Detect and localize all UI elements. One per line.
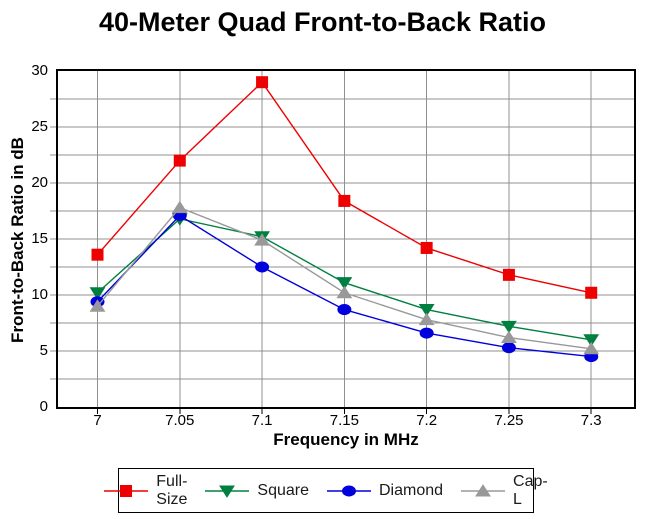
y-tick-label: 15	[31, 230, 48, 247]
chart-title: 40-Meter Quad Front-to-Back Ratio	[98, 7, 547, 37]
square-marker-glyph	[219, 485, 236, 498]
legend-item-cap-l: Cap-L	[461, 473, 548, 509]
marker-cap-l	[583, 341, 600, 355]
marker-cap-l	[89, 299, 106, 312]
legend-item-square: Square	[205, 482, 309, 500]
plot-canvas	[50, 71, 634, 414]
y-tick-label: 20	[31, 174, 48, 191]
marker-cap-l	[171, 200, 188, 214]
plot-area	[50, 69, 636, 414]
marker-square	[583, 334, 600, 347]
marker-cap-l	[254, 233, 270, 246]
legend-label: Square	[257, 481, 309, 499]
legend-label: Cap-L	[513, 472, 548, 508]
x-tick-label: 7.2	[416, 412, 438, 429]
y-tick-label: 5	[39, 342, 48, 359]
y-tick-label: 25	[31, 118, 48, 135]
diamond-marker-icon	[327, 485, 371, 496]
marker-full-size	[338, 194, 351, 207]
marker-square	[336, 277, 353, 290]
marker-diamond	[419, 327, 434, 339]
y-tick-label: 0	[39, 398, 48, 415]
legend-item-diamond: Diamond	[327, 482, 443, 500]
marker-full-size	[173, 154, 186, 167]
cap-l-marker-icon	[461, 483, 506, 496]
full-size-marker-icon	[104, 484, 149, 497]
legend-item-full-size: Full-Size	[104, 473, 187, 509]
series-cap-l	[89, 200, 600, 355]
x-tick-label: 7.15	[329, 412, 359, 429]
diamond-marker-glyph	[342, 485, 356, 496]
y-tick-label: 10	[31, 286, 48, 303]
legend-label: Diamond	[379, 481, 444, 499]
x-tick-label: 7.3	[580, 412, 602, 429]
cap-l-marker-glyph	[475, 483, 491, 496]
marker-full-size	[502, 268, 515, 281]
marker-full-size	[91, 248, 104, 261]
marker-diamond	[501, 342, 516, 354]
marker-full-size	[585, 286, 598, 299]
square-marker-icon	[205, 485, 250, 498]
x-tick-label: 7	[93, 412, 102, 429]
marker-diamond	[337, 304, 352, 316]
legend-label: Full-Size	[156, 472, 188, 508]
series-full-size	[91, 76, 598, 299]
marker-cap-l	[336, 285, 353, 299]
marker-full-size	[420, 241, 433, 254]
x-tick-label: 7.1	[251, 412, 273, 429]
y-tick-label: 30	[31, 62, 48, 79]
marker-diamond	[255, 261, 270, 273]
marker-full-size	[256, 76, 269, 89]
legend: Full-Size Square Diamond Cap-L	[104, 468, 548, 513]
marker-cap-l	[501, 330, 517, 344]
marker-square	[418, 304, 435, 317]
full-size-marker-glyph	[120, 484, 133, 497]
x-tick-label: 7.05	[165, 412, 195, 429]
marker-square	[501, 320, 517, 334]
x-axis-title: Frequency in MHz	[273, 430, 419, 449]
marker-square	[89, 287, 106, 300]
x-tick-label: 7.25	[494, 412, 524, 429]
marker-cap-l	[418, 312, 435, 326]
